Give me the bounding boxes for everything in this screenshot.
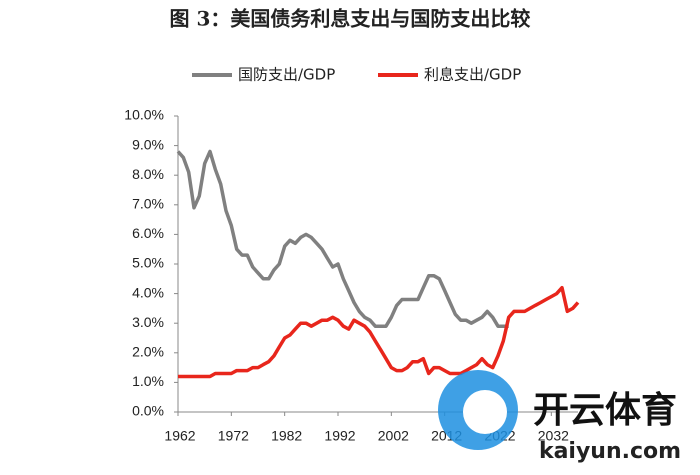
y-tick-label: 4.0% [132,284,164,300]
watermark-site: kaiyun.com [539,439,681,464]
x-tick-label: 1982 [271,428,302,444]
y-tick-label: 1.0% [132,373,164,389]
y-tick-label: 9.0% [132,136,164,152]
x-tick-label: 1992 [324,428,355,444]
chart-title: 图 3：美国债务利息支出与国防支出比较 [170,7,531,31]
legend-label: 国防支出/GDP [238,66,335,84]
y-tick-label: 6.0% [132,225,164,241]
x-tick-label: 2032 [538,428,569,444]
y-tick-label: 0.0% [132,403,164,419]
legend-label: 利息支出/GDP [424,66,521,84]
watermark-brand: 开云体育 [533,390,677,431]
watermark-logo [463,390,507,434]
watermark: 开云体育 kaiyun.com [438,370,681,464]
y-tick-label: 5.0% [132,255,164,271]
y-tick-label: 10.0% [124,107,164,123]
y-tick-label: 3.0% [132,314,164,330]
series-line [178,285,580,379]
x-tick-label: 1962 [164,428,195,444]
y-tick-label: 8.0% [132,166,164,182]
x-tick-label: 2002 [378,428,409,444]
y-tick-label: 2.0% [132,344,164,360]
series-line [176,149,509,328]
y-tick-label: 7.0% [132,196,164,212]
x-tick-label: 1972 [218,428,249,444]
